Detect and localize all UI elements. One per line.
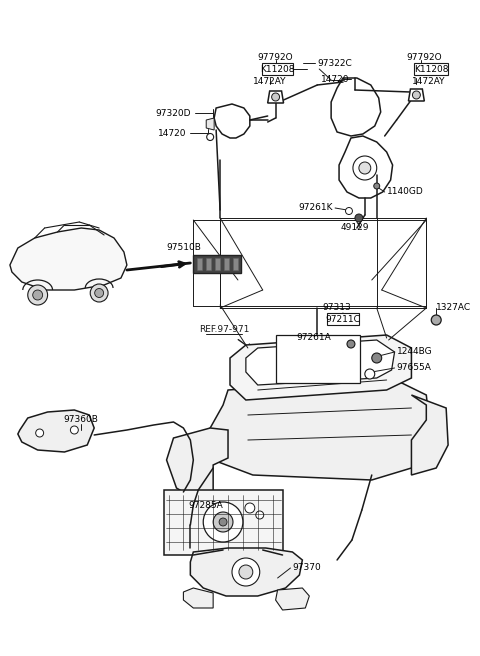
Text: 97370: 97370: [292, 564, 321, 573]
Text: 97792O: 97792O: [407, 52, 442, 62]
Text: 97322C: 97322C: [317, 58, 352, 68]
Text: 97655A: 97655A: [396, 363, 432, 373]
Circle shape: [431, 315, 441, 325]
Text: 97285A: 97285A: [189, 501, 224, 510]
Polygon shape: [197, 258, 202, 270]
Text: 1244BG: 1244BG: [396, 348, 432, 356]
Text: K11208: K11208: [414, 64, 448, 73]
Text: 97360B: 97360B: [64, 415, 99, 424]
Bar: [414, 63, 448, 75]
Circle shape: [347, 340, 355, 348]
Text: 1472AY: 1472AY: [412, 77, 446, 85]
Circle shape: [219, 518, 227, 526]
Circle shape: [346, 207, 352, 215]
Polygon shape: [408, 89, 424, 101]
Polygon shape: [210, 378, 431, 480]
Circle shape: [28, 285, 48, 305]
Polygon shape: [331, 78, 381, 136]
Text: 14720: 14720: [321, 75, 349, 83]
Polygon shape: [230, 335, 411, 400]
Text: 14720: 14720: [158, 129, 186, 138]
Text: 97313: 97313: [323, 304, 351, 312]
Circle shape: [245, 503, 255, 513]
Text: 97510B: 97510B: [166, 243, 201, 253]
Text: 1140GD: 1140GD: [387, 188, 423, 197]
Bar: [327, 313, 359, 325]
Text: 97211C: 97211C: [325, 314, 360, 323]
Text: 97261A: 97261A: [296, 333, 331, 342]
Text: REF.97-971: REF.97-971: [199, 325, 249, 335]
Bar: [276, 335, 360, 383]
Circle shape: [372, 353, 382, 363]
Circle shape: [256, 511, 264, 519]
Polygon shape: [233, 258, 238, 270]
Circle shape: [90, 284, 108, 302]
Bar: [262, 63, 293, 75]
Polygon shape: [215, 258, 220, 270]
Circle shape: [232, 558, 260, 586]
Polygon shape: [224, 258, 229, 270]
Polygon shape: [339, 136, 393, 198]
Polygon shape: [193, 255, 241, 273]
Text: K11208: K11208: [260, 64, 295, 73]
Polygon shape: [246, 340, 395, 385]
Circle shape: [207, 134, 214, 140]
Circle shape: [95, 289, 104, 298]
Polygon shape: [183, 588, 213, 608]
Polygon shape: [167, 428, 228, 498]
Text: 97320D: 97320D: [156, 108, 192, 117]
Polygon shape: [191, 548, 302, 596]
Polygon shape: [214, 104, 250, 138]
Circle shape: [359, 162, 371, 174]
Text: 1327AC: 1327AC: [436, 304, 471, 312]
Circle shape: [213, 512, 233, 532]
Circle shape: [355, 214, 363, 222]
Circle shape: [353, 156, 377, 180]
Circle shape: [272, 93, 279, 101]
Polygon shape: [276, 588, 309, 610]
Text: 97792O: 97792O: [258, 52, 293, 62]
Polygon shape: [10, 228, 127, 290]
Circle shape: [203, 502, 243, 542]
Circle shape: [33, 290, 43, 300]
Circle shape: [239, 565, 253, 579]
Circle shape: [365, 369, 375, 379]
Text: 97261K: 97261K: [299, 203, 333, 213]
Circle shape: [374, 183, 380, 189]
Text: 1472AY: 1472AY: [253, 77, 287, 85]
Circle shape: [71, 426, 78, 434]
Text: 49129: 49129: [341, 224, 369, 232]
Polygon shape: [18, 410, 94, 452]
Circle shape: [36, 429, 44, 437]
Polygon shape: [268, 91, 284, 103]
Polygon shape: [206, 258, 211, 270]
Polygon shape: [411, 395, 448, 475]
Polygon shape: [206, 118, 214, 130]
Polygon shape: [164, 490, 283, 555]
Circle shape: [412, 91, 420, 99]
